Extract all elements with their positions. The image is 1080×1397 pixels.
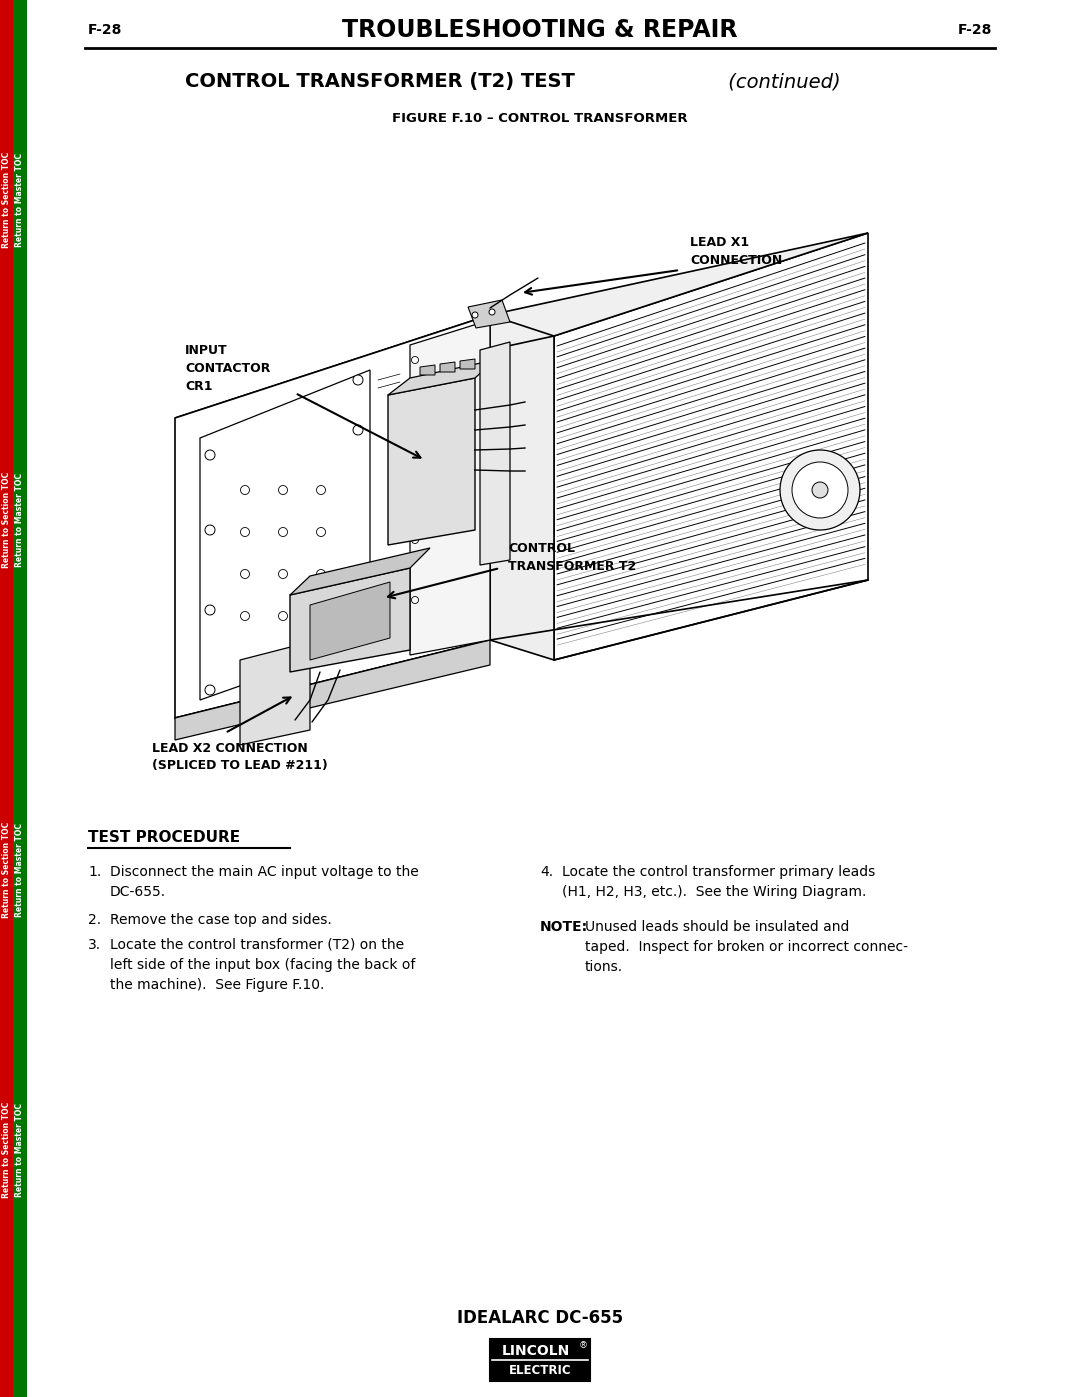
Circle shape bbox=[279, 528, 287, 536]
Circle shape bbox=[205, 605, 215, 615]
Polygon shape bbox=[490, 314, 554, 659]
Text: Return to Section TOC: Return to Section TOC bbox=[2, 821, 11, 918]
Text: Return to Section TOC: Return to Section TOC bbox=[2, 472, 11, 569]
Circle shape bbox=[205, 450, 215, 460]
Polygon shape bbox=[468, 300, 510, 328]
Text: NOTE:: NOTE: bbox=[540, 921, 589, 935]
Text: 2.: 2. bbox=[87, 914, 102, 928]
Polygon shape bbox=[175, 640, 490, 740]
Bar bbox=[490, 1338, 590, 1382]
Circle shape bbox=[792, 462, 848, 518]
Text: Disconnect the main AC input voltage to the
DC-655.: Disconnect the main AC input voltage to … bbox=[110, 865, 419, 900]
Polygon shape bbox=[554, 233, 868, 659]
Text: Unused leads should be insulated and
taped.  Inspect for broken or incorrect con: Unused leads should be insulated and tap… bbox=[585, 921, 908, 974]
Text: INPUT
CONTACTOR
CR1: INPUT CONTACTOR CR1 bbox=[185, 344, 270, 393]
Text: Return to Master TOC: Return to Master TOC bbox=[15, 474, 24, 567]
Text: LINCOLN: LINCOLN bbox=[502, 1344, 570, 1358]
Polygon shape bbox=[480, 342, 510, 564]
Text: TROUBLESHOOTING & REPAIR: TROUBLESHOOTING & REPAIR bbox=[342, 18, 738, 42]
Circle shape bbox=[316, 570, 325, 578]
Polygon shape bbox=[420, 365, 435, 374]
Text: CONTROL TRANSFORMER (T2) TEST: CONTROL TRANSFORMER (T2) TEST bbox=[185, 73, 575, 91]
Circle shape bbox=[411, 356, 419, 363]
Text: Return to Master TOC: Return to Master TOC bbox=[15, 1104, 24, 1197]
Text: FIGURE F.10 – CONTROL TRANSFORMER: FIGURE F.10 – CONTROL TRANSFORMER bbox=[392, 112, 688, 124]
Text: IDEALARC DC-655: IDEALARC DC-655 bbox=[457, 1309, 623, 1327]
Circle shape bbox=[489, 309, 495, 314]
Circle shape bbox=[411, 536, 419, 543]
Text: F-28: F-28 bbox=[958, 22, 993, 36]
Polygon shape bbox=[388, 360, 495, 395]
Text: F-28: F-28 bbox=[87, 22, 122, 36]
Circle shape bbox=[411, 416, 419, 423]
Circle shape bbox=[241, 612, 249, 620]
Polygon shape bbox=[200, 370, 370, 700]
Text: LEAD X2 CONNECTION
(SPLICED TO LEAD #211): LEAD X2 CONNECTION (SPLICED TO LEAD #211… bbox=[152, 742, 327, 773]
Text: TEST PROCEDURE: TEST PROCEDURE bbox=[87, 830, 240, 845]
Text: Locate the control transformer primary leads
(H1, H2, H3, etc.).  See the Wiring: Locate the control transformer primary l… bbox=[562, 865, 875, 900]
Circle shape bbox=[279, 570, 287, 578]
Text: Locate the control transformer (T2) on the
left side of the input box (facing th: Locate the control transformer (T2) on t… bbox=[110, 937, 416, 992]
Text: Remove the case top and sides.: Remove the case top and sides. bbox=[110, 914, 332, 928]
Polygon shape bbox=[410, 320, 490, 655]
Polygon shape bbox=[291, 569, 410, 672]
Polygon shape bbox=[388, 379, 475, 545]
Polygon shape bbox=[291, 548, 430, 595]
Text: CONTROL
TRANSFORMER T2: CONTROL TRANSFORMER T2 bbox=[508, 542, 636, 574]
Circle shape bbox=[241, 570, 249, 578]
Text: Return to Master TOC: Return to Master TOC bbox=[15, 823, 24, 916]
Circle shape bbox=[241, 528, 249, 536]
Circle shape bbox=[411, 597, 419, 604]
Bar bbox=[13, 0, 27, 1397]
Polygon shape bbox=[175, 314, 490, 718]
Text: 4.: 4. bbox=[540, 865, 553, 879]
Text: LEAD X1
CONNECTION: LEAD X1 CONNECTION bbox=[690, 236, 782, 267]
Text: 1.: 1. bbox=[87, 865, 102, 879]
Circle shape bbox=[353, 374, 363, 386]
Circle shape bbox=[316, 612, 325, 620]
Circle shape bbox=[279, 486, 287, 495]
Circle shape bbox=[411, 476, 419, 483]
Circle shape bbox=[241, 486, 249, 495]
Text: ®: ® bbox=[579, 1341, 588, 1351]
Text: (continued): (continued) bbox=[723, 73, 840, 91]
Circle shape bbox=[316, 486, 325, 495]
Circle shape bbox=[780, 450, 860, 529]
Polygon shape bbox=[460, 359, 475, 369]
Circle shape bbox=[316, 528, 325, 536]
Text: Return to Master TOC: Return to Master TOC bbox=[15, 154, 24, 247]
Text: Return to Section TOC: Return to Section TOC bbox=[2, 152, 11, 249]
Text: 3.: 3. bbox=[87, 937, 102, 951]
Polygon shape bbox=[175, 233, 868, 418]
Bar bbox=[0, 0, 13, 1397]
Polygon shape bbox=[440, 362, 455, 372]
Circle shape bbox=[205, 525, 215, 535]
Polygon shape bbox=[310, 583, 390, 659]
Text: Return to Section TOC: Return to Section TOC bbox=[2, 1102, 11, 1199]
Circle shape bbox=[279, 612, 287, 620]
Circle shape bbox=[353, 425, 363, 434]
Circle shape bbox=[472, 312, 478, 319]
Circle shape bbox=[205, 685, 215, 694]
Circle shape bbox=[812, 482, 828, 497]
Text: ELECTRIC: ELECTRIC bbox=[509, 1365, 571, 1377]
Polygon shape bbox=[240, 643, 310, 745]
